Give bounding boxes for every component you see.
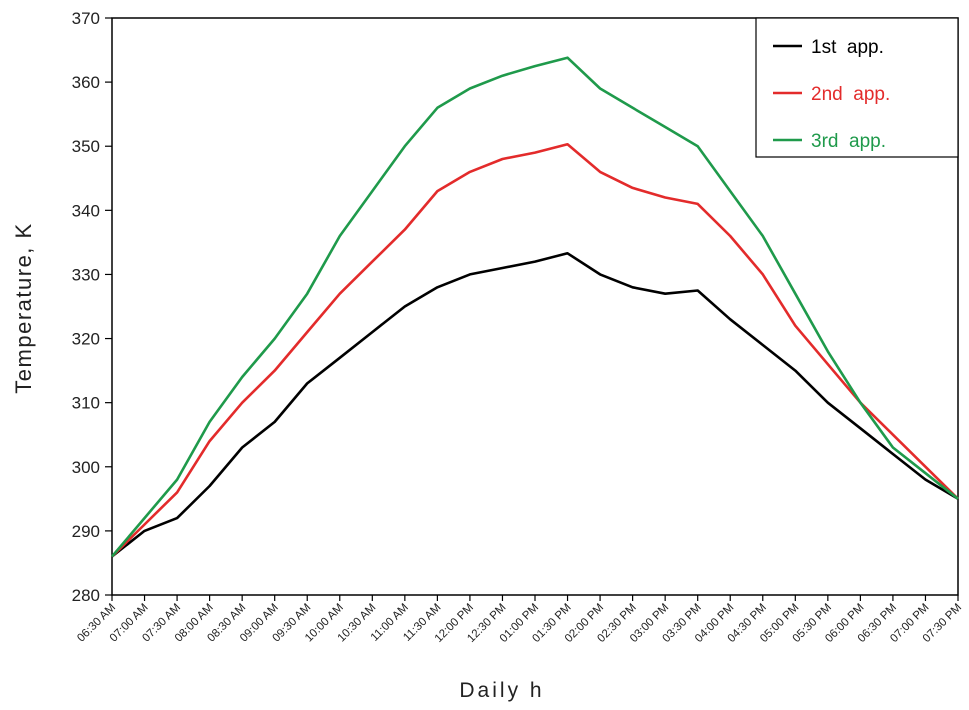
- series-line-1: [111, 252, 959, 558]
- y-tick-label: 300: [72, 458, 100, 477]
- y-tick-label: 320: [72, 330, 100, 349]
- y-axis-label: Temperature, K: [11, 222, 36, 393]
- legend-label-2: 2nd app.: [811, 84, 890, 105]
- legend-label-1: 1st app.: [811, 37, 884, 58]
- x-axis-label: Daily h: [459, 679, 544, 702]
- y-tick-label: 330: [72, 265, 100, 284]
- y-axis: 280 290 300 310 320 330 340 350 360 370: [72, 9, 112, 605]
- y-tick-label: 350: [72, 137, 100, 156]
- series-line-2: [111, 143, 959, 558]
- legend: 1st app. 2nd app. 3rd app.: [755, 17, 959, 158]
- y-tick-label: 310: [72, 394, 100, 413]
- legend-box: [755, 17, 959, 158]
- y-tick-label: 370: [72, 9, 100, 28]
- legend-label-3: 3rd app.: [811, 131, 886, 152]
- y-tick-label: 360: [72, 73, 100, 92]
- series-line-3: [111, 56, 959, 558]
- series-lines: [111, 56, 959, 558]
- y-tick-label: 280: [72, 586, 100, 605]
- y-tick-label: 340: [72, 201, 100, 220]
- y-tick-label: 290: [72, 522, 100, 541]
